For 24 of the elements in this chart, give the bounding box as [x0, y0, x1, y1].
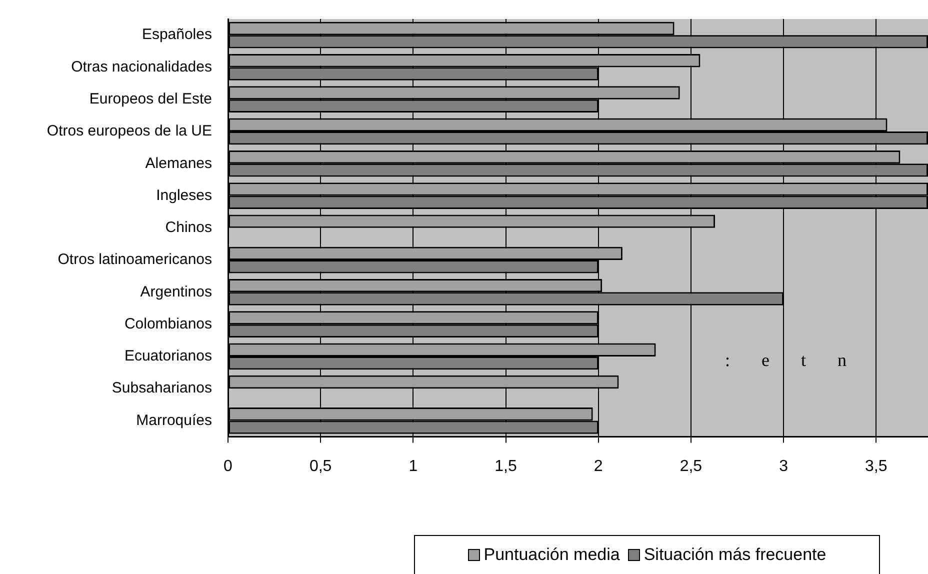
y-tick-label: Marroquíes	[136, 412, 212, 429]
legend-label: Situación más frecuente	[644, 545, 826, 565]
y-tick-label: Colombianos	[124, 315, 212, 332]
annotation: : e t n	[725, 350, 846, 371]
y-tick-label: Otros europeos de la UE	[46, 122, 212, 140]
y-tick-label: Españoles	[142, 26, 212, 44]
x-tick-label: 0,5	[309, 458, 332, 475]
y-tick-label: Ingleses	[156, 186, 212, 204]
x-tick-label: 3	[779, 458, 788, 475]
y-tick-label: Otros latinoamericanos	[58, 251, 212, 268]
x-tick-label: 2	[594, 458, 603, 475]
y-tick-label: Ecuatorianos	[124, 348, 212, 365]
y-tick-label: Subsaharianos	[112, 380, 212, 397]
y-tick-label: Europeos del Este	[89, 90, 212, 108]
x-tick-label: 2,5	[680, 458, 702, 475]
y-tick-label: Chinos	[165, 219, 212, 236]
x-tick-label: 1	[408, 458, 418, 475]
y-tick-label: Alemanes	[145, 154, 212, 172]
x-tick-label: 3,5	[865, 458, 888, 475]
x-tick-label: 1,5	[494, 458, 517, 475]
x-tick-label: 0	[224, 458, 233, 475]
legend-label: Puntuación media	[484, 545, 620, 565]
y-tick-label: Otras nacionalidades	[71, 58, 212, 76]
y-tick-label: Argentinos	[140, 283, 212, 300]
